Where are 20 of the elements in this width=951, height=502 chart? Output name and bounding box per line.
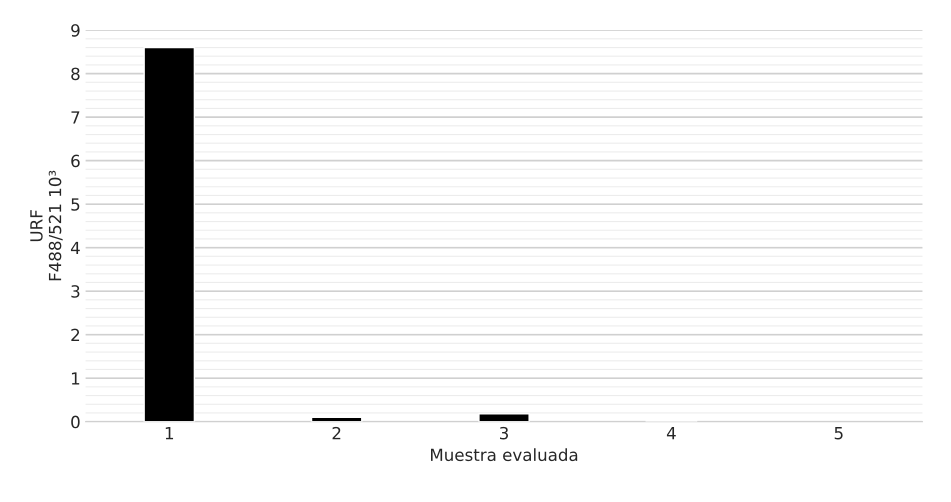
x-tick-label: 1 <box>166 427 174 440</box>
y-tick-label: 5 <box>71 198 80 211</box>
bar <box>478 413 530 422</box>
bar <box>143 46 196 422</box>
y-tick-label: 9 <box>71 24 80 37</box>
y-tick-label: 0 <box>71 416 80 428</box>
y-tick-label: 7 <box>71 111 80 124</box>
y-tick-label: 6 <box>71 154 80 168</box>
x-tick-label: 4 <box>666 427 676 440</box>
x-tick-label: 2 <box>332 426 340 440</box>
x-tick-label: 5 <box>834 427 843 440</box>
x-axis-title: Muestra evaluada <box>431 448 578 462</box>
y-tick-label: 8 <box>71 68 80 80</box>
y-axis-title: URF F488/521 10³ <box>30 170 63 280</box>
bar <box>310 416 362 422</box>
y-tick-label: 2 <box>71 328 80 341</box>
x-tick-label: 3 <box>500 426 508 440</box>
y-tick-label: 1 <box>72 372 80 385</box>
y-tick-label: 4 <box>70 242 80 254</box>
y-tick-label: 3 <box>71 285 80 298</box>
